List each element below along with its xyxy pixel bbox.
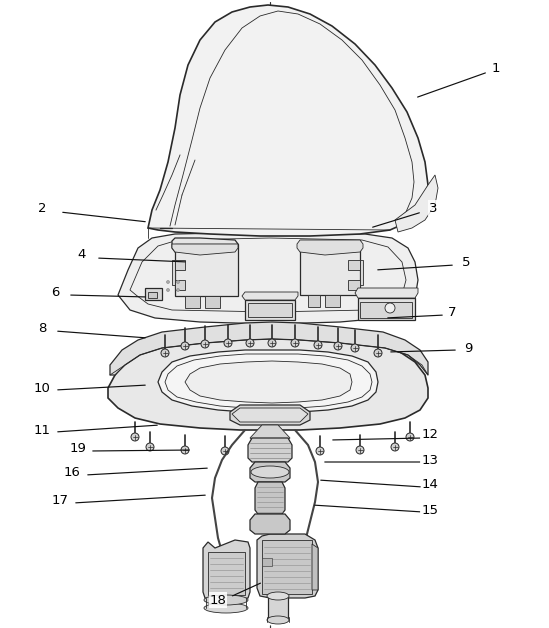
Text: 2: 2 — [38, 202, 46, 215]
Polygon shape — [348, 260, 360, 270]
Text: 15: 15 — [422, 504, 439, 516]
Polygon shape — [248, 303, 292, 317]
Text: 19: 19 — [70, 441, 86, 455]
Polygon shape — [185, 296, 200, 308]
Circle shape — [131, 433, 139, 441]
Circle shape — [374, 349, 382, 357]
Text: 4: 4 — [78, 249, 86, 261]
Text: 5: 5 — [462, 256, 470, 269]
Text: 10: 10 — [33, 381, 51, 394]
Circle shape — [161, 349, 169, 357]
Polygon shape — [203, 540, 250, 600]
Text: 1: 1 — [492, 62, 500, 75]
Polygon shape — [308, 295, 320, 307]
Polygon shape — [158, 350, 378, 412]
Polygon shape — [255, 482, 285, 514]
Polygon shape — [118, 232, 418, 324]
Circle shape — [316, 447, 324, 455]
Circle shape — [166, 288, 170, 291]
Circle shape — [246, 339, 254, 347]
Circle shape — [224, 339, 232, 347]
Polygon shape — [268, 596, 288, 620]
Circle shape — [176, 288, 180, 291]
Circle shape — [314, 341, 322, 349]
Circle shape — [268, 448, 276, 456]
Circle shape — [181, 446, 189, 454]
Circle shape — [176, 281, 180, 283]
Circle shape — [385, 303, 395, 313]
Polygon shape — [148, 292, 157, 298]
Polygon shape — [175, 244, 238, 296]
Text: 17: 17 — [52, 494, 69, 507]
Text: 8: 8 — [38, 322, 46, 335]
Polygon shape — [300, 240, 360, 295]
Text: 12: 12 — [422, 428, 439, 441]
Circle shape — [334, 342, 342, 350]
Circle shape — [291, 339, 299, 347]
Polygon shape — [230, 405, 310, 425]
Polygon shape — [145, 288, 162, 300]
Polygon shape — [205, 296, 220, 308]
Ellipse shape — [267, 592, 289, 600]
Polygon shape — [175, 280, 185, 290]
Text: 14: 14 — [422, 479, 439, 492]
Circle shape — [391, 443, 399, 451]
Circle shape — [221, 447, 229, 455]
Polygon shape — [250, 425, 290, 445]
Polygon shape — [257, 534, 318, 598]
Ellipse shape — [204, 595, 248, 605]
Polygon shape — [395, 175, 438, 232]
Polygon shape — [348, 280, 360, 290]
Text: 3: 3 — [429, 202, 437, 215]
Polygon shape — [175, 260, 185, 270]
Polygon shape — [360, 302, 412, 318]
Circle shape — [146, 443, 154, 451]
Polygon shape — [297, 240, 363, 255]
Text: 6: 6 — [51, 286, 59, 298]
Polygon shape — [325, 295, 340, 307]
Polygon shape — [172, 244, 238, 255]
Polygon shape — [245, 300, 295, 320]
Polygon shape — [110, 322, 428, 375]
Polygon shape — [185, 361, 352, 403]
Polygon shape — [312, 544, 318, 590]
Circle shape — [201, 340, 209, 348]
Polygon shape — [360, 260, 363, 285]
Polygon shape — [242, 292, 298, 300]
Circle shape — [166, 281, 170, 283]
Polygon shape — [108, 338, 428, 430]
Polygon shape — [172, 260, 175, 285]
Ellipse shape — [267, 616, 289, 624]
Polygon shape — [262, 540, 312, 594]
Polygon shape — [250, 514, 290, 534]
Text: 7: 7 — [448, 305, 456, 318]
Polygon shape — [262, 558, 272, 566]
Polygon shape — [208, 552, 245, 595]
Circle shape — [351, 344, 359, 352]
Polygon shape — [248, 438, 292, 462]
Polygon shape — [148, 5, 428, 236]
Polygon shape — [172, 238, 238, 255]
Circle shape — [406, 433, 414, 441]
Polygon shape — [355, 288, 418, 298]
Text: 9: 9 — [464, 342, 472, 354]
Circle shape — [268, 339, 276, 347]
Polygon shape — [232, 408, 308, 422]
Text: 11: 11 — [33, 423, 51, 436]
Text: 13: 13 — [422, 453, 439, 467]
Text: 16: 16 — [64, 465, 81, 479]
Circle shape — [181, 342, 189, 350]
Text: 18: 18 — [210, 593, 226, 607]
Ellipse shape — [251, 466, 289, 478]
Circle shape — [356, 446, 364, 454]
Ellipse shape — [204, 603, 248, 613]
Polygon shape — [250, 462, 290, 482]
Polygon shape — [358, 298, 415, 320]
